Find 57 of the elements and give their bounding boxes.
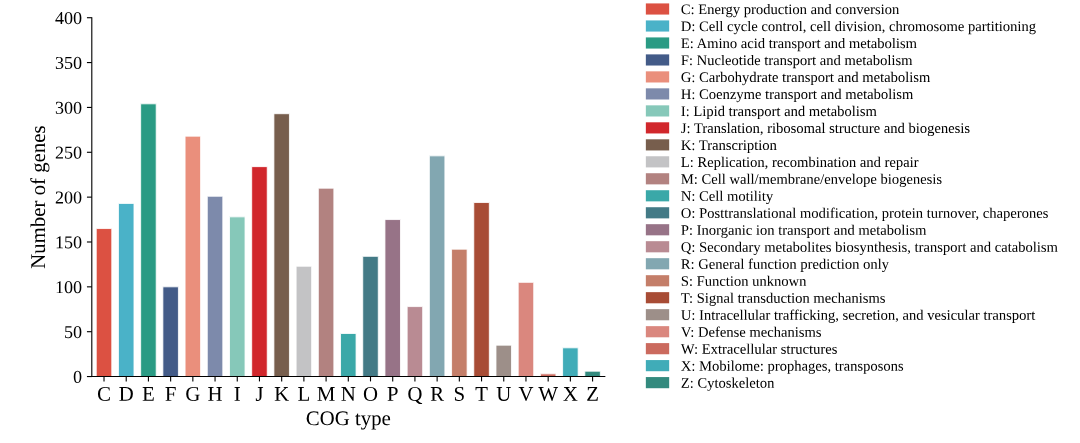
x-tick-label: M xyxy=(317,387,335,401)
legend-label: E: Amino acid transport and metabolism xyxy=(681,37,917,52)
legend-label: Z: Cytoskeleton xyxy=(681,377,775,391)
legend-label: O: Posttranslational modification, protein turnover, chaperones xyxy=(681,207,1048,221)
x-tick-label: V xyxy=(518,387,534,402)
x-tick-label: R xyxy=(430,387,445,401)
x-tick-label: I xyxy=(234,387,240,401)
x-tick-label: O xyxy=(363,386,378,401)
x-tick-label: Q xyxy=(408,386,423,405)
y-tick-label: 300 xyxy=(55,101,82,114)
y-tick-label: 350 xyxy=(55,56,82,70)
y-tick-label: 0 xyxy=(73,370,82,383)
legend-label: I: Lipid transport and metabolism xyxy=(681,105,877,120)
x-tick-label: N xyxy=(341,387,356,401)
legend-label: M: Cell wall/membrane/envelope biogenesis xyxy=(681,173,942,188)
legend-label: L: Replication, recombination and repair xyxy=(681,156,919,171)
x-tick-label: P xyxy=(387,387,398,401)
x-tick-label: U xyxy=(496,387,511,401)
y-tick-label: 400 xyxy=(55,11,82,25)
y-tick-label: 100 xyxy=(56,281,82,294)
x-tick-label: H xyxy=(208,387,222,401)
x-tick-label: G xyxy=(186,386,200,401)
x-tick-label: Z xyxy=(587,387,598,401)
legend-label: X: Mobilome: prophages, transposons xyxy=(681,360,904,374)
legend-label: C: Energy production and conversion xyxy=(681,3,900,18)
legend-label: N: Cell motility xyxy=(681,190,774,205)
legend-label: G: Carbohydrate transport and metabolism xyxy=(681,71,931,86)
y-tick-label: 250 xyxy=(55,146,82,159)
x-tick-label: L xyxy=(298,387,309,401)
x-tick-label: J xyxy=(255,387,264,401)
x-tick-label: F xyxy=(165,387,176,401)
legend-label: H: Coenzyme transport and metabolism xyxy=(681,88,914,103)
x-tick-label: T xyxy=(475,387,488,401)
legend-label: Q: Secondary metabolites biosynthesis, transport and catabolism xyxy=(681,241,1058,255)
y-axis-title: Number of genes xyxy=(30,126,50,269)
legend-label: R: General function prediction only xyxy=(681,258,889,272)
legend-label: D: Cell cycle control, cell division, chromosome partitioning xyxy=(681,20,1036,35)
legend-label: P: Inorganic ion transport and metabolism xyxy=(681,224,927,238)
y-tick-label: 200 xyxy=(55,191,82,204)
y-tick-label: 50 xyxy=(65,325,82,339)
x-tick-label: S xyxy=(454,386,464,401)
legend-label: W: Extracellular structures xyxy=(680,343,837,354)
legend-label: J: Translation, ribosomal structure and biogenesis xyxy=(681,122,970,137)
x-tick-label: D xyxy=(119,387,133,401)
x-tick-label: E xyxy=(142,387,154,401)
x-tick-label: X xyxy=(563,387,578,401)
x-tick-label: C xyxy=(97,386,110,401)
y-tick-label: 150 xyxy=(56,236,82,249)
legend-label: S: Function unknown xyxy=(681,275,807,287)
legend-label: V: Defense mechanisms xyxy=(681,326,821,338)
legend-label: T: Signal transduction mechanisms xyxy=(681,292,885,306)
legend-label: K: Transcription xyxy=(681,140,777,154)
x-tick-label: W xyxy=(538,387,558,402)
legend-label: F: Nucleotide transport and metabolism xyxy=(681,54,913,69)
legend-label: U: Intracellular trafficking, secretion, and vesicular transport xyxy=(681,309,1036,323)
x-axis-title: COG type xyxy=(306,411,391,430)
x-tick-label: K xyxy=(274,387,289,401)
